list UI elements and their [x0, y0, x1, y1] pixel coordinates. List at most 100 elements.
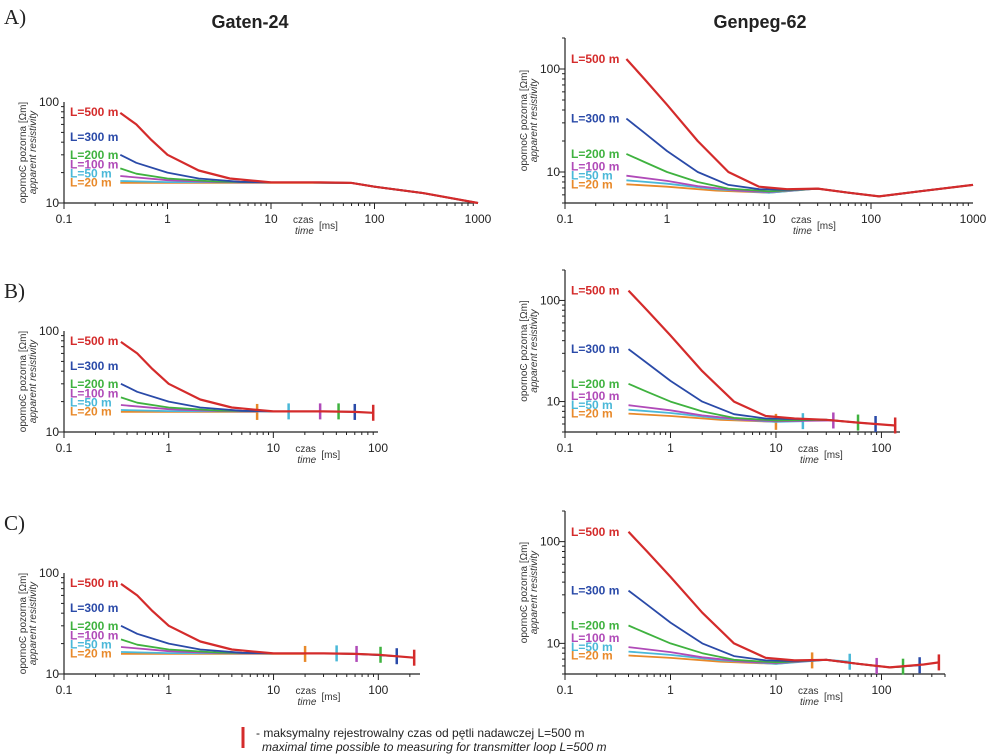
- y-axis-label: opornoϾ pozorna [Ωm]: [519, 70, 530, 172]
- series-label: L=200 m: [571, 147, 619, 161]
- x-tick-label: 1: [667, 683, 674, 697]
- legend: - maksymalny rejestrowalny czas od pętli…: [241, 726, 606, 754]
- x-tick-label: 100: [861, 212, 881, 226]
- x-tick-label: 0.1: [56, 441, 73, 455]
- series-label: L=20 m: [571, 407, 613, 421]
- y-tick-label: 10: [46, 667, 60, 681]
- x-axis-label: czas: [791, 215, 812, 226]
- series-label: L=200 m: [70, 377, 118, 391]
- row-label-a: A): [4, 5, 26, 29]
- y-tick-label: 10: [547, 165, 561, 179]
- x-tick-label: 1: [165, 683, 172, 697]
- y-axis-label-en: apparent resistivity: [28, 110, 39, 194]
- x-axis-label-en: time: [793, 226, 812, 237]
- series-line: [627, 289, 896, 427]
- y-tick-label: 10: [547, 636, 561, 650]
- series-label: L=300 m: [70, 359, 118, 373]
- series-line: [627, 531, 940, 669]
- series-label: L=500 m: [70, 576, 118, 590]
- y-tick-label: 100: [540, 535, 560, 549]
- x-tick-label: 100: [871, 441, 891, 455]
- x-tick-label: 100: [364, 212, 384, 226]
- x-tick-label: 10: [769, 441, 783, 455]
- x-axis-unit: [ms]: [817, 221, 836, 232]
- chart-a-genpeg: 0.1 1 10 100 1000 10 100 opornoϾ pozorna [Ωm] ap…: [519, 37, 987, 237]
- x-axis-unit: [ms]: [319, 221, 338, 232]
- x-axis-unit: [ms]: [824, 692, 843, 703]
- chart-b-genpeg: 0.1 1 10 100 10 100 opornoϾ pozorna [Ωm] appare…: [519, 269, 900, 466]
- x-tick-label: 100: [368, 441, 388, 455]
- series-label: L=200 m: [571, 377, 619, 391]
- series-line: [120, 175, 479, 204]
- chart-a-gaten: 0.1 1 10 100 1000 10 100 opornoϾ pozorna [Ωm] ap…: [18, 95, 492, 237]
- series-label: L=50 m: [571, 169, 613, 183]
- x-axis-label: czas: [798, 686, 819, 697]
- y-axis-label: opornoϾ pozorna [Ωm]: [18, 102, 29, 204]
- y-tick-label: 10: [547, 395, 561, 409]
- series-label: L=300 m: [571, 584, 619, 598]
- x-tick-label: 10: [264, 212, 278, 226]
- x-tick-label: 100: [871, 683, 891, 697]
- series-label: L=300 m: [70, 130, 118, 144]
- y-tick-label: 100: [540, 62, 560, 76]
- x-axis-label-en: time: [298, 697, 317, 708]
- x-axis-label-en: time: [295, 226, 314, 237]
- x-axis-unit: [ms]: [321, 450, 340, 461]
- series-label: L=100 m: [70, 629, 118, 643]
- series-label: L=100 m: [571, 160, 619, 174]
- series-line: [628, 382, 859, 424]
- x-axis-label: czas: [798, 444, 819, 455]
- y-axis-label-en: apparent resistivity: [529, 308, 540, 392]
- x-tick-label: 0.1: [557, 683, 574, 697]
- x-tick-label: 0.1: [557, 441, 574, 455]
- series-line: [626, 174, 974, 198]
- series-label: L=20 m: [571, 648, 613, 662]
- series-label: L=300 m: [571, 112, 619, 126]
- x-tick-label: 0.1: [557, 212, 574, 226]
- x-tick-label: 0.1: [56, 683, 73, 697]
- x-tick-label: 0.1: [56, 212, 73, 226]
- x-axis-label: czas: [295, 444, 316, 455]
- column-title-gaten: Gaten-24: [211, 12, 288, 32]
- x-tick-label: 1000: [465, 212, 492, 226]
- y-tick-label: 100: [540, 293, 560, 307]
- series-line: [119, 112, 479, 205]
- series-label: L=200 m: [571, 618, 619, 632]
- series-label: L=20 m: [70, 646, 112, 660]
- x-tick-label: 100: [368, 683, 388, 697]
- series-label: L=100 m: [571, 389, 619, 403]
- x-axis-unit: [ms]: [824, 450, 843, 461]
- series-label: L=300 m: [70, 601, 118, 615]
- x-tick-label: 1000: [960, 212, 987, 226]
- chart-c-genpeg: 0.1 1 10 100 10 100 opornoϾ pozorna [Ωm] appare…: [519, 510, 946, 708]
- series-label: L=100 m: [571, 631, 619, 645]
- legend-text-pl: - maksymalny rejestrowalny czas od pętli…: [256, 726, 584, 740]
- y-tick-label: 100: [39, 324, 59, 338]
- x-tick-label: 10: [267, 683, 281, 697]
- series-label: L=50 m: [70, 638, 112, 652]
- series-label: L=200 m: [70, 148, 118, 162]
- x-tick-label: 1: [667, 441, 674, 455]
- legend-text-en: maximal time possible to measuring for t…: [262, 740, 606, 754]
- y-tick-label: 100: [39, 95, 59, 109]
- y-axis-label: opornoϾ pozorna [Ωm]: [18, 331, 29, 433]
- series-label: L=50 m: [571, 640, 613, 654]
- series-label: L=100 m: [70, 158, 118, 172]
- y-axis-label-en: apparent resistivity: [529, 78, 540, 162]
- x-axis-label-en: time: [297, 455, 316, 466]
- y-tick-label: 10: [46, 425, 60, 439]
- x-axis-label-en: time: [800, 697, 819, 708]
- y-axis-label: opornoϾ pozorna [Ωm]: [18, 573, 29, 675]
- series-label: L=500 m: [70, 105, 118, 119]
- x-tick-label: 1: [664, 212, 671, 226]
- series-line: [120, 341, 374, 414]
- series-label: L=50 m: [571, 398, 613, 412]
- row-label-b: B): [4, 279, 25, 303]
- series-label: L=50 m: [70, 167, 112, 181]
- chart-b-gaten: 0.1 1 10 100 10 100 opornoϾ pozorna [Ωm] appare…: [18, 324, 388, 466]
- y-axis-label-en: apparent resistivity: [28, 581, 39, 665]
- x-axis-label: czas: [293, 215, 314, 226]
- series-label: L=200 m: [70, 619, 118, 633]
- series-label: L=50 m: [70, 396, 112, 410]
